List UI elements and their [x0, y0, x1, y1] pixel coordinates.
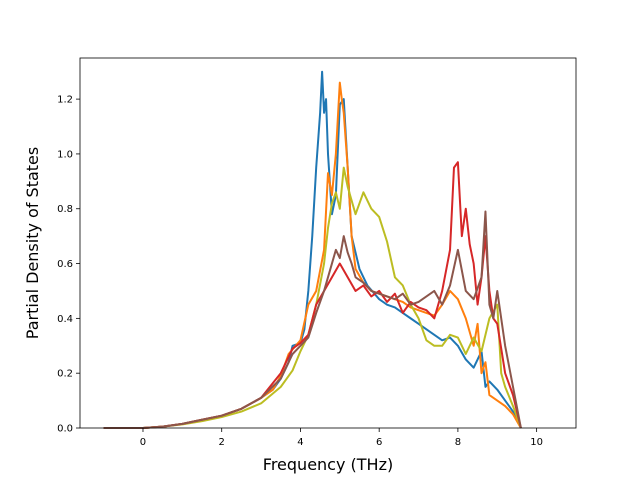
x-tick-label: 6: [376, 437, 382, 448]
y-tick-label: 1.2: [57, 95, 73, 106]
series-line-4: [103, 161, 522, 429]
y-tick-label: 0.6: [57, 259, 73, 270]
x-tick-label: 10: [530, 437, 543, 448]
y-tick-label: 0.0: [57, 424, 73, 435]
x-tick-label: 8: [455, 437, 461, 448]
y-tick-label: 0.8: [57, 204, 73, 215]
x-axis-label: Frequency (THz): [263, 455, 393, 474]
plot-area: [80, 58, 576, 428]
y-tick-label: 0.4: [57, 314, 73, 325]
x-tick-label: 0: [140, 437, 146, 448]
x-tick-label: 2: [219, 437, 225, 448]
x-tick-label: 4: [297, 437, 303, 448]
series-line-5: [103, 210, 522, 429]
y-axis-label: Partial Density of States: [23, 147, 42, 339]
y-tick-label: 0.2: [57, 369, 73, 380]
x-axis-ticks: 0 2 4 6 8 10: [140, 428, 543, 448]
y-tick-label: 1.0: [57, 149, 73, 160]
plot-frame: [79, 57, 577, 429]
series-line-3: [103, 166, 522, 429]
y-axis-ticks: 0.0 0.2 0.4 0.6 0.8 1.0 1.2: [57, 95, 80, 435]
series-layer: [103, 70, 522, 429]
